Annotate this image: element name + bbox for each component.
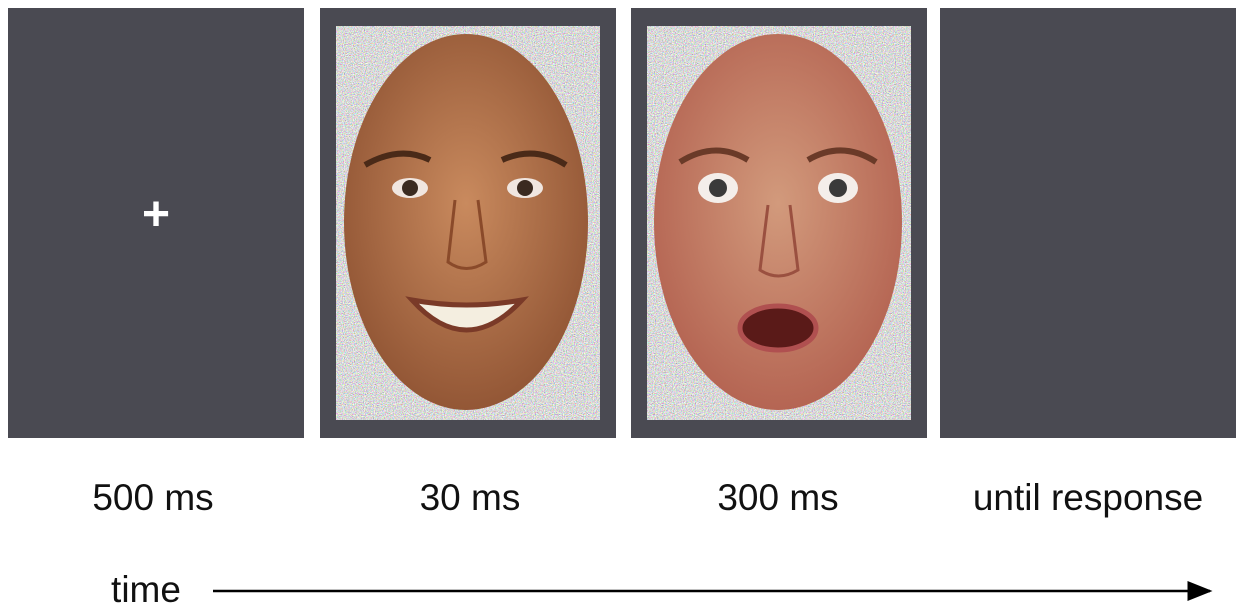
time-label: time [111,569,181,610]
duration-label: 300 ms [717,477,838,518]
surprised-face [654,34,902,410]
panel [940,8,1236,438]
duration-label: until response [973,477,1203,518]
fixation-cross: + [142,188,170,241]
happy-face [344,34,588,410]
trial-diagram: + 500 ms 30 ms 300 ms until response tim… [0,0,1246,610]
duration-label: 30 ms [420,477,521,518]
duration-label: 500 ms [92,477,213,518]
